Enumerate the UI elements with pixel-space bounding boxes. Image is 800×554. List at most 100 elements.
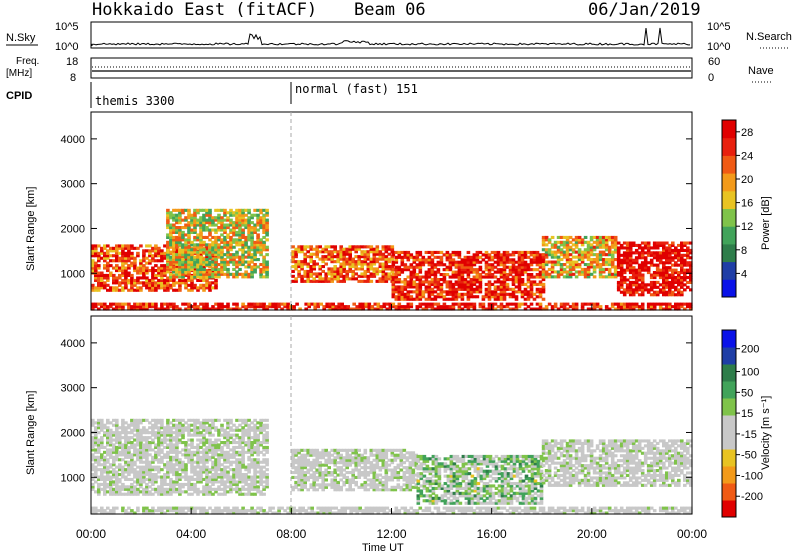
- heatmap-cell: [196, 286, 200, 290]
- heatmap-cell: [196, 506, 200, 510]
- heatmap-cell: [181, 258, 185, 262]
- heatmap-cell: [460, 302, 465, 306]
- heatmap-cell: [127, 307, 131, 311]
- heatmap-cell: [406, 509, 411, 513]
- heatmap-cell: [568, 263, 573, 267]
- heatmap-cell: [327, 257, 331, 261]
- heatmap-cell: [130, 463, 134, 467]
- heatmap-cell: [403, 250, 408, 254]
- heatmap-cell: [166, 288, 170, 292]
- heatmap-cell: [193, 307, 197, 311]
- heatmap-cell: [106, 511, 110, 515]
- heatmap-cell: [514, 302, 519, 306]
- heatmap-cell: [103, 256, 107, 260]
- heatmap-cell: [190, 460, 194, 464]
- heatmap-cell: [139, 281, 143, 285]
- heatmap-cell: [502, 265, 507, 269]
- heatmap-cell: [496, 305, 501, 309]
- heatmap-cell: [238, 255, 242, 259]
- heatmap-cell: [226, 223, 230, 227]
- heatmap-cell: [166, 426, 170, 430]
- heatmap-cell: [199, 216, 203, 220]
- heatmap-cell: [535, 263, 540, 267]
- heatmap-cell: [190, 465, 194, 469]
- heatmap-cell: [190, 223, 194, 227]
- heatmap-cell: [214, 307, 218, 311]
- heatmap-cell: [312, 267, 316, 271]
- heatmap-cell: [366, 279, 371, 283]
- heatmap-cell: [193, 445, 197, 449]
- heatmap-cell: [154, 477, 158, 481]
- heatmap-cell: [127, 273, 131, 277]
- heatmap-cell: [241, 235, 245, 239]
- heatmap-cell: [124, 453, 128, 457]
- heatmap-cell: [127, 426, 131, 430]
- heatmap-cell: [172, 436, 176, 440]
- heatmap-cell: [223, 485, 227, 489]
- heatmap-cell: [324, 262, 328, 266]
- heatmap-cell: [211, 433, 215, 437]
- heatmap-cell: [121, 473, 125, 477]
- heatmap-cell: [616, 511, 621, 515]
- heatmap-cell: [517, 250, 522, 254]
- heatmap-cell: [671, 278, 675, 282]
- heatmap-cell: [265, 213, 269, 217]
- heatmap-cell: [613, 302, 618, 306]
- heatmap-cell: [553, 255, 558, 259]
- heatmap-cell: [181, 302, 185, 306]
- heatmap-cell: [217, 272, 221, 276]
- heatmap-cell: [418, 295, 423, 299]
- heatmap-cell: [394, 278, 399, 282]
- heatmap-cell: [202, 208, 206, 212]
- heatmap-cell: [100, 455, 104, 459]
- heatmap-cell: [259, 223, 263, 227]
- heatmap-cell: [124, 259, 128, 263]
- heatmap-cell: [340, 302, 344, 306]
- heatmap-cell: [430, 265, 435, 269]
- heatmap-cell: [457, 275, 462, 279]
- heatmap-cell: [208, 218, 212, 222]
- heatmap-cell: [196, 211, 200, 215]
- heatmap-cell: [689, 288, 693, 292]
- heatmap-cell: [97, 463, 101, 467]
- heatmap-cell: [451, 305, 456, 309]
- heatmap-cell: [538, 295, 543, 299]
- heatmap-cell: [604, 305, 609, 309]
- heatmap-cell: [327, 245, 331, 249]
- heatmap-cell: [523, 253, 528, 257]
- heatmap-cell: [520, 253, 525, 257]
- heatmap-cell: [505, 509, 510, 513]
- heatmap-cell: [463, 263, 468, 267]
- heatmap-cell: [556, 255, 561, 259]
- heatmap-cell: [172, 465, 176, 469]
- heatmap-cell: [217, 460, 221, 464]
- heatmap-cell: [199, 243, 203, 247]
- heatmap-cell: [511, 263, 516, 267]
- heatmap-cell: [357, 257, 361, 261]
- heatmap-cell: [360, 255, 364, 259]
- heatmap-cell: [211, 465, 215, 469]
- heatmap-cell: [363, 262, 368, 266]
- heatmap-cell: [181, 208, 185, 212]
- heatmap-cell: [652, 305, 657, 309]
- heatmap-cell: [124, 487, 128, 491]
- heatmap-cell: [202, 463, 206, 467]
- heatmap-cell: [130, 490, 134, 494]
- heatmap-cell: [169, 433, 173, 437]
- heatmap-cell: [469, 302, 474, 306]
- heatmap-cell: [172, 480, 176, 484]
- heatmap-cell: [541, 506, 546, 510]
- heatmap-cell: [226, 243, 230, 247]
- heatmap-cell: [421, 258, 426, 262]
- heatmap-cell: [646, 241, 651, 245]
- heatmap-cell: [517, 506, 522, 510]
- heatmap-cell: [403, 255, 408, 259]
- heatmap-cell: [235, 511, 239, 515]
- heatmap-cell: [348, 255, 352, 259]
- heatmap-cell: [439, 250, 444, 254]
- heatmap-cell: [625, 305, 630, 309]
- heatmap-cell: [124, 468, 128, 472]
- heatmap-cell: [265, 260, 269, 264]
- heatmap-cell: [668, 268, 672, 272]
- heatmap-cell: [166, 286, 170, 290]
